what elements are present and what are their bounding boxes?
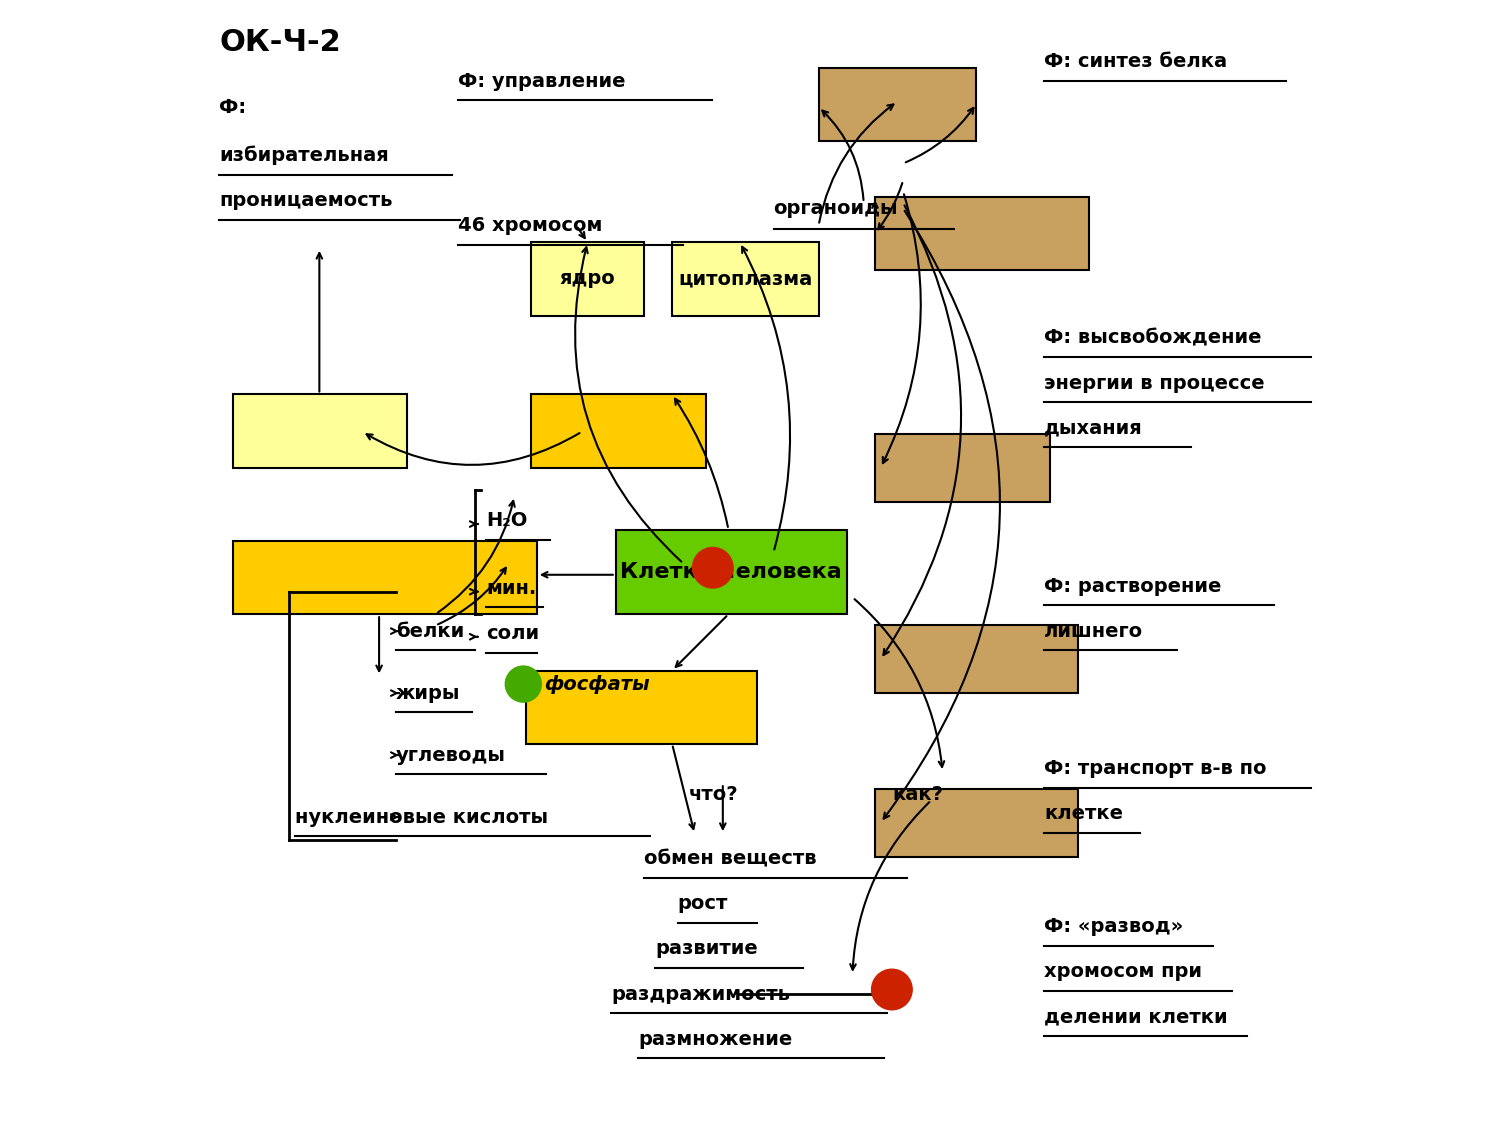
FancyBboxPatch shape: [526, 671, 757, 744]
Text: мин.: мин.: [487, 579, 536, 597]
Text: рост: рост: [677, 895, 728, 913]
FancyBboxPatch shape: [876, 434, 1050, 502]
Text: органоиды: органоиды: [774, 199, 898, 218]
FancyBboxPatch shape: [819, 68, 976, 141]
Text: проницаемость: проницаемость: [219, 192, 392, 210]
FancyBboxPatch shape: [616, 530, 847, 614]
Text: клетке: клетке: [1044, 805, 1123, 823]
Circle shape: [505, 666, 541, 702]
Text: Ф: «развод»: Ф: «развод»: [1044, 917, 1184, 935]
FancyBboxPatch shape: [876, 789, 1078, 857]
FancyBboxPatch shape: [876, 625, 1078, 693]
Text: раздражимость: раздражимость: [611, 985, 790, 1003]
Text: Клетка человека: Клетка человека: [620, 562, 843, 582]
FancyBboxPatch shape: [233, 541, 536, 614]
FancyBboxPatch shape: [532, 394, 706, 468]
Text: избирательная: избирательная: [219, 145, 389, 166]
Text: цитоплазма: цитоплазма: [679, 269, 813, 289]
Text: нуклеиновые кислоты: нуклеиновые кислоты: [294, 808, 548, 826]
Text: Ф: транспорт в-в по: Ф: транспорт в-в по: [1044, 760, 1266, 778]
Text: жиры: жиры: [397, 684, 461, 702]
Text: Ф: управление: Ф: управление: [458, 72, 625, 90]
FancyBboxPatch shape: [671, 242, 819, 316]
Text: обмен веществ: обмен веществ: [644, 850, 817, 868]
Text: Ф:: Ф:: [219, 98, 246, 116]
Text: белки: белки: [397, 622, 464, 640]
Text: Ф: растворение: Ф: растворение: [1044, 577, 1221, 595]
Circle shape: [871, 969, 912, 1010]
Text: лишнего: лишнего: [1044, 622, 1143, 640]
Text: что?: что?: [689, 786, 739, 804]
Circle shape: [692, 548, 733, 588]
Text: как?: как?: [892, 786, 943, 804]
FancyBboxPatch shape: [876, 197, 1089, 270]
Text: дыхания: дыхания: [1044, 419, 1143, 437]
Text: энергии в процессе: энергии в процессе: [1044, 374, 1265, 392]
Text: H₂O: H₂O: [487, 512, 527, 530]
FancyBboxPatch shape: [233, 394, 407, 468]
Text: размножение: размножение: [638, 1030, 793, 1048]
Text: Ф: синтез белка: Ф: синтез белка: [1044, 53, 1227, 71]
Text: 46 хромосом: 46 хромосом: [458, 216, 602, 234]
Text: Ф: высвобождение: Ф: высвобождение: [1044, 329, 1262, 347]
Text: фосфаты: фосфаты: [544, 675, 649, 693]
Text: ядро: ядро: [560, 269, 616, 289]
Text: углеводы: углеводы: [397, 746, 506, 764]
Text: хромосом при: хромосом при: [1044, 962, 1202, 980]
Text: ОК-Ч-2: ОК-Ч-2: [219, 28, 341, 57]
FancyBboxPatch shape: [532, 242, 644, 316]
Text: соли: соли: [487, 624, 539, 642]
Text: делении клетки: делении клетки: [1044, 1008, 1227, 1026]
Text: развитие: развитие: [655, 940, 759, 958]
